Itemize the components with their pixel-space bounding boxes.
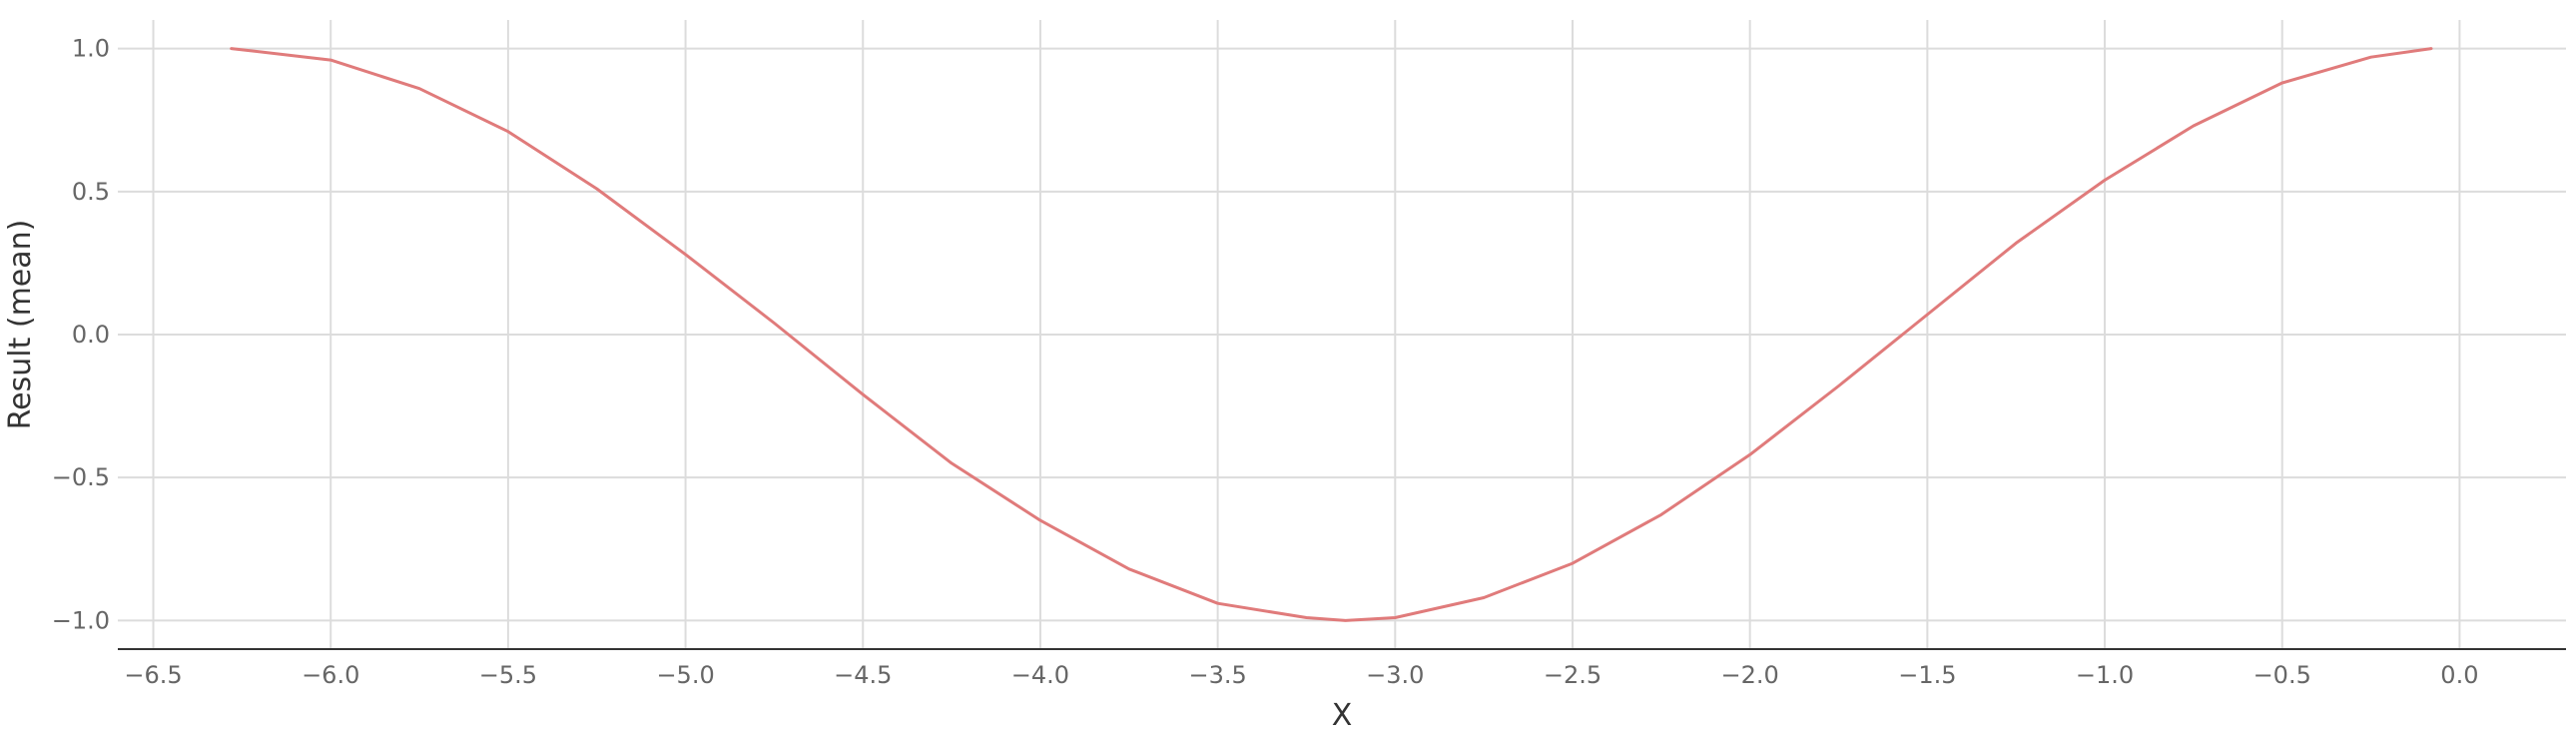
x-tick-label: −5.5 xyxy=(479,661,537,689)
x-tick-label: −3.0 xyxy=(1366,661,1424,689)
y-gridlines xyxy=(118,47,2566,622)
x-tick-label: −5.0 xyxy=(656,661,714,689)
y-tick-label: −1.0 xyxy=(52,606,110,634)
x-tick-label: −2.5 xyxy=(1544,661,1602,689)
x-tick-label: 0.0 xyxy=(2440,661,2478,689)
x-tick-label: −6.0 xyxy=(302,661,359,689)
series-layer xyxy=(230,47,2433,622)
x-tick-label: −2.0 xyxy=(1721,661,1779,689)
x-tick-label: −1.5 xyxy=(1898,661,1956,689)
y-tick-label: 0.0 xyxy=(72,321,110,349)
y-axis-title: Result (mean) xyxy=(3,220,38,430)
y-tick-label: −0.5 xyxy=(52,463,110,491)
y-tick-labels: 1.0 0.5 0.0 −0.5 −1.0 xyxy=(52,35,110,635)
y-tick-label: 0.5 xyxy=(72,178,110,206)
x-tick-label: −3.5 xyxy=(1188,661,1246,689)
series-line xyxy=(230,47,2433,622)
y-tick-label: 1.0 xyxy=(72,35,110,63)
x-tick-label: −4.0 xyxy=(1011,661,1069,689)
x-axis-title: X xyxy=(1332,698,1353,733)
x-tick-label: −0.5 xyxy=(2254,661,2311,689)
x-tick-labels: −6.5 −6.0 −5.5 −5.0 −4.5 −4.0 −3.5 −3.0 −2.5 −2.0… xyxy=(124,661,2478,689)
x-tick-label: −4.5 xyxy=(834,661,892,689)
x-tick-label: −6.5 xyxy=(124,661,182,689)
x-tick-label: −1.0 xyxy=(2076,661,2134,689)
